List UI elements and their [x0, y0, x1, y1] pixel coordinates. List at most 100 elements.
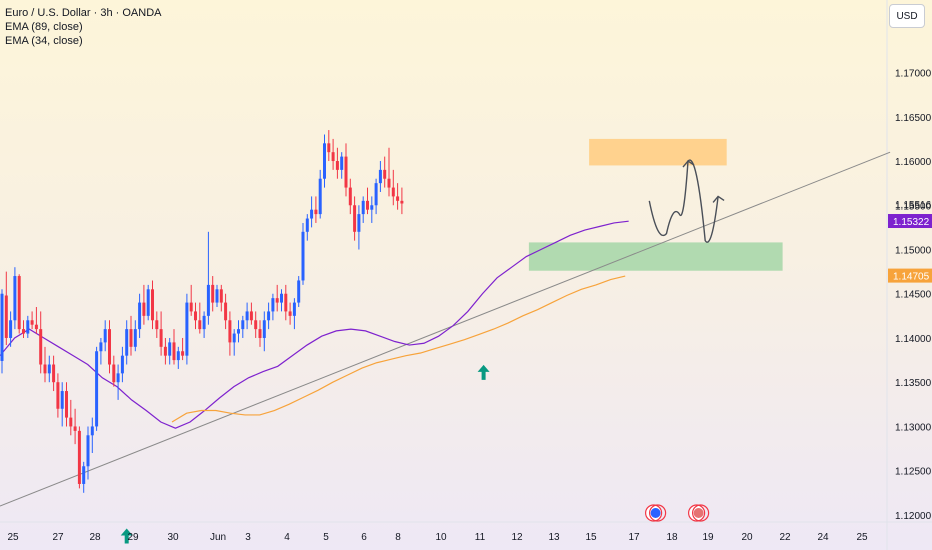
y-tick-label: 1.14500 [895, 290, 932, 301]
candle [163, 337, 167, 365]
legend-symbol[interactable]: Euro / U.S. Dollar · 3h · OANDA [5, 7, 162, 19]
candle [90, 417, 94, 453]
candle-body [211, 284, 215, 303]
candle [310, 196, 314, 228]
arrow-up-marker [120, 528, 133, 544]
y-tick-label: 1.17000 [895, 69, 932, 80]
candle-body [237, 329, 240, 334]
candle-body [47, 364, 51, 374]
candle [52, 355, 56, 392]
candle [26, 315, 30, 338]
candle [176, 346, 180, 369]
legend-ema89[interactable]: EMA (89, close) [5, 21, 83, 33]
candle-body [108, 329, 111, 365]
candle-body [116, 373, 120, 383]
candle [211, 276, 215, 312]
candle-body [284, 293, 288, 312]
candle-body [176, 351, 180, 361]
candle [194, 302, 197, 330]
candle-body [22, 329, 25, 334]
candle-body [30, 320, 34, 325]
x-tick-label: 8 [395, 532, 401, 543]
candle-body [370, 205, 374, 210]
x-tick-label: 15 [585, 532, 597, 543]
candle-body [206, 284, 210, 316]
y-tick-label: 1.16000 [895, 157, 932, 168]
candle [219, 284, 223, 312]
candle-body [267, 311, 271, 321]
candle [56, 373, 60, 418]
candle [22, 320, 25, 338]
y-tick-label: 1.12500 [895, 467, 932, 478]
candle [280, 289, 283, 312]
candle [172, 329, 176, 365]
x-tick-label: 25 [856, 532, 868, 543]
candle [30, 311, 34, 330]
candle [258, 320, 262, 347]
candle [17, 274, 21, 334]
arrow-up-marker [477, 364, 490, 380]
candle-body [43, 364, 47, 374]
candle [353, 196, 357, 241]
event-icon-flag [650, 508, 661, 518]
x-tick-label: 6 [361, 532, 367, 543]
x-tick-label: 29 [127, 532, 139, 543]
y-tick-label: 1.15500 [895, 201, 932, 212]
y-tick-label: 1.15000 [895, 245, 932, 256]
candle [34, 307, 38, 334]
projection-path [648, 159, 719, 243]
candle [103, 320, 107, 352]
candle-body [224, 302, 228, 321]
candle [142, 284, 146, 325]
x-tick-label: 13 [548, 532, 560, 543]
x-tick-label: 19 [702, 532, 714, 543]
candle-body [344, 156, 348, 188]
candle [232, 329, 236, 356]
candle [335, 147, 339, 179]
candle-body [396, 196, 400, 201]
candle-body [159, 329, 163, 347]
candle [292, 298, 296, 330]
x-tick-label: 18 [666, 532, 678, 543]
candle-body [172, 342, 176, 361]
candle-body [0, 293, 4, 361]
candle [357, 205, 361, 250]
currency-button[interactable]: USD [889, 4, 925, 28]
candle-body [17, 276, 21, 330]
candle [4, 271, 8, 346]
candle [82, 461, 86, 493]
candle-body [185, 302, 189, 356]
candle-body [262, 320, 266, 338]
ema89-badge: 1.14705 [888, 268, 932, 283]
x-tick-label: Jun [210, 532, 226, 543]
legend-ema34[interactable]: EMA (34, close) [5, 35, 83, 47]
candle [215, 284, 219, 308]
candle [65, 382, 68, 427]
candle-body [258, 329, 262, 338]
candle [189, 284, 193, 316]
candle [262, 311, 266, 352]
candle [99, 337, 103, 365]
candle [77, 426, 81, 489]
candle [146, 284, 150, 321]
candle [47, 355, 51, 383]
candle [254, 311, 258, 338]
candle [361, 196, 365, 223]
candle [267, 302, 271, 330]
candle [151, 280, 154, 330]
candle-body [138, 302, 142, 330]
event-icon-ring [691, 504, 710, 522]
candle [39, 311, 43, 374]
candle-body [275, 298, 279, 303]
candle [185, 293, 189, 365]
candle-body [387, 178, 391, 188]
candle-body [353, 205, 357, 232]
x-tick-label: 5 [323, 532, 329, 543]
candle [224, 293, 228, 330]
candle [125, 320, 129, 365]
candle [383, 156, 387, 188]
candle-body [13, 276, 17, 321]
candle-body [133, 329, 137, 347]
